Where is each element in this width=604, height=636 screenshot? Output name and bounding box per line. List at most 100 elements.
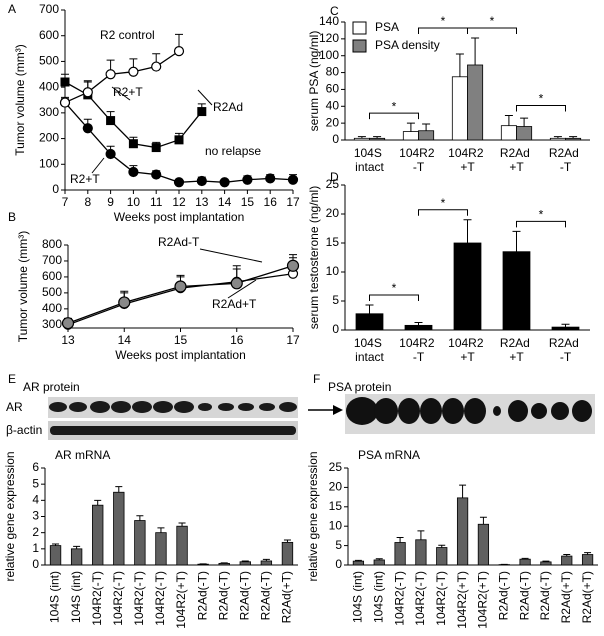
error-bar [563, 554, 571, 557]
error-bar [115, 486, 123, 493]
marker [82, 87, 93, 98]
error-bar [459, 484, 467, 498]
panel-label: C [330, 4, 339, 18]
legend-label: PSA density [375, 38, 440, 52]
y-tick-label: 20 [329, 480, 343, 494]
marker [105, 148, 116, 160]
marker [118, 296, 131, 309]
y-tick-label: 120 [319, 31, 339, 45]
bar [565, 137, 582, 141]
x-tick-label: 104R2(+T) [455, 571, 469, 629]
psa-blot [308, 394, 595, 434]
marker [174, 135, 184, 145]
bar [394, 542, 406, 566]
chart-title: PSA mRNA [358, 448, 420, 462]
y-tick-label: 600 [39, 28, 59, 42]
significance-bracket [369, 112, 419, 120]
error-bar [262, 558, 270, 561]
y-tick-label: 200 [39, 131, 59, 145]
x-tick-label: 104R2(-T) [111, 571, 125, 626]
error-bar [283, 539, 291, 543]
y-axis-label: relative gene expression [3, 451, 17, 581]
bar [551, 326, 580, 331]
marker [173, 177, 185, 188]
x-tick-label: 7 [62, 195, 69, 209]
y-tick-label: 100 [39, 156, 59, 170]
error-bar [584, 552, 592, 555]
significance-label: * [392, 99, 397, 113]
error-bar [52, 543, 60, 546]
annotation-arrow [227, 279, 257, 299]
x-axis-label: Weeks post implantation [115, 348, 246, 362]
bar [176, 525, 188, 566]
x-tick-label: 14 [118, 333, 132, 347]
significance-bracket [369, 294, 419, 302]
x-tick-label: R2Ad(+T) [559, 571, 573, 623]
error-bar [396, 536, 404, 543]
x-tick-label: 104S (int) [351, 571, 365, 623]
marker [174, 280, 187, 293]
bar [451, 76, 468, 141]
significance-bracket [516, 220, 566, 228]
error-bar [94, 499, 102, 506]
bar [373, 559, 385, 566]
annotation-arrow [199, 248, 263, 263]
significance-bracket [467, 27, 517, 35]
marker [265, 173, 276, 184]
panel-label: E [8, 372, 16, 386]
x-tick-label: R2Ad(-T) [237, 571, 251, 620]
y-tick-label: 3 [32, 509, 39, 523]
error-bar [561, 323, 570, 328]
y-tick-label: 0 [332, 322, 339, 336]
error-bar [354, 559, 362, 562]
x-tick-label: 104S (int) [371, 571, 385, 623]
error-bar [455, 53, 464, 77]
x-tick-label: 104S intact [354, 146, 385, 174]
annotation: R2+T [113, 85, 143, 99]
bar [436, 547, 448, 566]
significance-bracket [516, 105, 566, 112]
error-bar [357, 136, 366, 139]
bar [519, 558, 531, 566]
legend-swatch [352, 39, 367, 53]
marker [60, 77, 70, 87]
x-tick-label: 17 [286, 195, 300, 209]
y-tick-label: 800 [42, 237, 62, 251]
y-tick-label: 40 [326, 98, 340, 112]
x-tick-label: 17 [286, 333, 300, 347]
y-tick-label: 400 [39, 79, 59, 93]
x-tick-label: 16 [264, 195, 278, 209]
y-tick-label: 2 [32, 525, 39, 539]
y-axis-label: Tumor volume (mm³) [13, 44, 27, 156]
marker [61, 317, 75, 330]
x-tick-label: 104R2(+T) [476, 571, 490, 629]
error-bar [504, 115, 513, 126]
x-tick-label: 13 [61, 333, 75, 347]
marker [242, 174, 253, 185]
bar [353, 137, 370, 141]
y-axis-label: serum PSA (ng/ml) [307, 31, 321, 132]
significance-label: * [441, 14, 446, 28]
bar [561, 555, 573, 566]
marker [128, 66, 139, 77]
legend-swatch [352, 21, 367, 35]
x-tick-label: 104R2(-T) [413, 571, 427, 626]
significance-label: * [539, 92, 544, 106]
bar [402, 131, 419, 141]
annotation: R2Ad [213, 100, 243, 114]
y-tick-label: 20 [326, 206, 340, 220]
error-bar [438, 544, 446, 548]
bar [218, 562, 230, 566]
panel-label: D [330, 170, 339, 184]
y-tick-label: 0 [32, 557, 39, 571]
marker [151, 143, 161, 153]
panel-label: A [8, 2, 16, 16]
y-tick-label: 0 [52, 182, 59, 196]
bar [502, 251, 531, 331]
x-tick-label: R2Ad +T [500, 146, 533, 174]
y-tick-label: 15 [326, 235, 340, 249]
bar [467, 64, 484, 141]
x-tick-label: 104R2 +T [448, 146, 487, 174]
marker [128, 139, 138, 149]
